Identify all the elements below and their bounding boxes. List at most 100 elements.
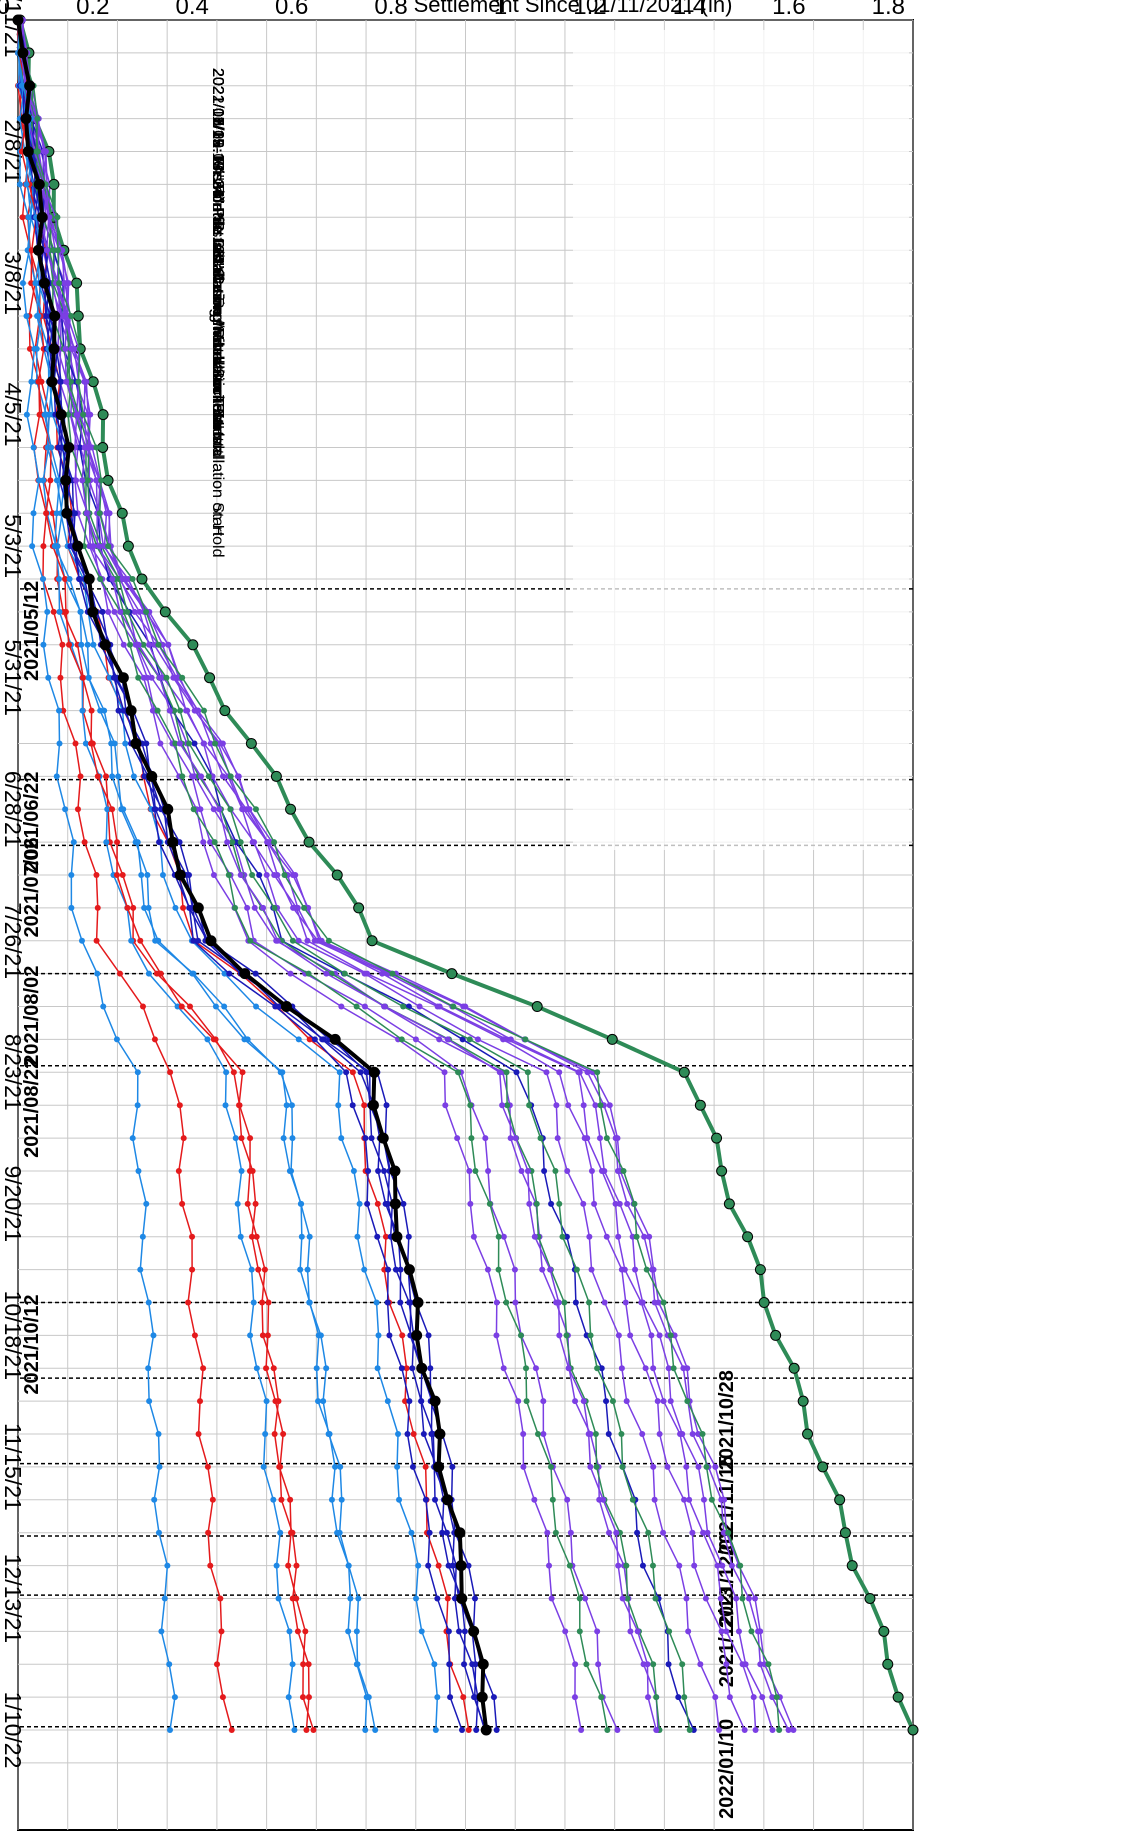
data-point	[125, 705, 137, 717]
data-point	[204, 1463, 211, 1470]
data-point	[219, 1694, 226, 1701]
data-point	[653, 1727, 660, 1733]
data-point	[167, 1069, 174, 1076]
data-point	[588, 1167, 595, 1174]
data-point	[405, 1233, 412, 1240]
data-point	[656, 1431, 663, 1438]
data-point	[559, 1233, 566, 1240]
data-point	[335, 1102, 342, 1109]
data-point	[328, 1496, 335, 1503]
data-point	[304, 1266, 311, 1273]
data-point	[124, 904, 131, 911]
data-point	[556, 1200, 563, 1207]
data-point	[474, 1036, 481, 1043]
data-point	[184, 707, 191, 714]
data-point	[217, 1595, 224, 1602]
data-point	[140, 641, 147, 648]
data-point	[725, 1529, 732, 1536]
data-point	[752, 1727, 759, 1733]
data-point	[189, 773, 196, 780]
data-point	[361, 970, 368, 977]
data-point	[408, 1529, 415, 1536]
svg-text:2021/05/12: Fremont St. 36" Ca: 2021/05/12: Fremont St. 36" Casing Insta…	[209, 68, 226, 442]
data-point	[191, 1332, 198, 1339]
data-point	[444, 1036, 451, 1043]
data-point	[507, 1036, 514, 1043]
data-point	[572, 1299, 579, 1306]
data-point	[515, 1398, 522, 1405]
data-point	[273, 1562, 280, 1569]
data-point	[596, 1135, 603, 1142]
data-point	[627, 1332, 634, 1339]
event-date-label: 2021/06/22	[21, 772, 43, 872]
data-point	[155, 1431, 162, 1438]
data-point	[156, 674, 163, 681]
data-point	[88, 740, 95, 747]
data-point	[907, 1724, 919, 1736]
data-point	[353, 1003, 360, 1010]
data-point	[526, 1102, 533, 1109]
data-point	[211, 839, 218, 846]
data-point	[189, 1266, 196, 1273]
data-point	[621, 1266, 628, 1273]
data-point	[680, 1365, 687, 1372]
svg-text:2021/07/09: Fremont St. 24" Ca: 2021/07/09: Fremont St. 24" Casing/Rock …	[209, 68, 226, 537]
data-point	[416, 1003, 423, 1010]
data-point	[409, 1365, 416, 1372]
x-tick-label: 10/18/21	[0, 1291, 26, 1381]
data-point	[289, 1135, 296, 1142]
data-point	[397, 1299, 404, 1306]
data-point	[361, 1102, 368, 1109]
data-point	[289, 872, 296, 878]
data-point	[167, 836, 179, 848]
data-point	[592, 1431, 599, 1438]
data-point	[332, 1463, 339, 1470]
data-point	[564, 1496, 571, 1503]
data-point	[531, 1001, 543, 1013]
data-point	[77, 608, 84, 615]
data-point	[253, 1233, 260, 1240]
data-point	[580, 1200, 587, 1207]
data-point	[116, 507, 128, 519]
data-point	[512, 1299, 519, 1306]
data-point	[305, 1661, 312, 1668]
data-point	[660, 1398, 667, 1405]
data-point	[345, 1562, 352, 1569]
data-point	[40, 641, 47, 648]
data-point	[186, 740, 193, 747]
data-point	[467, 1102, 474, 1109]
data-point	[651, 1299, 658, 1306]
data-point	[660, 1299, 667, 1306]
data-point	[741, 1727, 748, 1733]
data-point	[96, 510, 103, 517]
data-point	[207, 839, 214, 846]
data-point	[115, 707, 122, 714]
data-point	[544, 1529, 551, 1536]
data-point	[23, 411, 30, 418]
data-point	[62, 806, 69, 813]
data-point	[338, 1496, 345, 1503]
data-point	[817, 1461, 829, 1473]
data-point	[839, 1527, 851, 1539]
data-point	[389, 970, 396, 977]
data-point	[616, 1200, 623, 1207]
data-point	[355, 1595, 362, 1602]
data-point	[263, 1398, 270, 1405]
data-point	[719, 1562, 726, 1569]
data-point	[785, 1727, 792, 1733]
data-point	[237, 839, 244, 846]
data-point	[247, 937, 254, 944]
data-point	[624, 1595, 631, 1602]
data-point	[546, 1562, 553, 1569]
data-point	[432, 1496, 439, 1503]
data-point	[26, 345, 33, 352]
data-point	[699, 1431, 706, 1438]
data-point	[407, 1299, 414, 1306]
data-point	[758, 1297, 770, 1308]
data-point	[717, 1595, 724, 1602]
data-point	[63, 442, 75, 453]
data-point	[606, 1529, 613, 1536]
data-point	[553, 1102, 560, 1109]
data-point	[374, 1233, 381, 1240]
data-point	[623, 1562, 630, 1569]
